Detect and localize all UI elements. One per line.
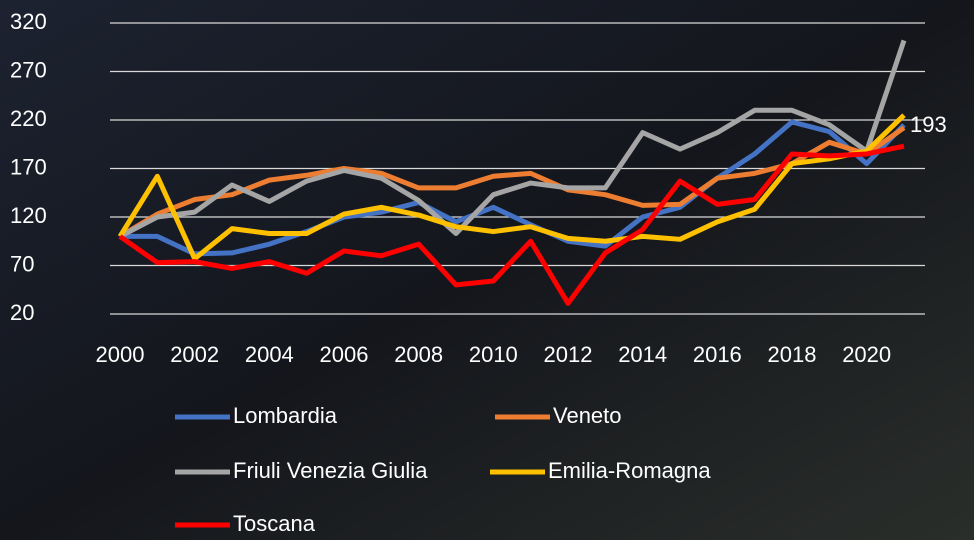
x-tick-label: 2016 xyxy=(693,342,742,367)
x-tick-label: 2008 xyxy=(394,342,443,367)
x-tick-label: 2000 xyxy=(96,342,145,367)
y-tick-label: 70 xyxy=(10,251,34,276)
series-line xyxy=(117,113,906,262)
legend-label: Toscana xyxy=(233,511,316,536)
series-line xyxy=(120,119,906,257)
x-tick-label: 2010 xyxy=(469,342,518,367)
series-line xyxy=(118,125,906,239)
series-line xyxy=(118,143,905,306)
legend-label: Friuli Venezia Giulia xyxy=(233,458,428,483)
y-tick-label: 170 xyxy=(10,154,47,179)
x-tick-label: 2006 xyxy=(320,342,369,367)
y-tick-label: 20 xyxy=(10,300,34,325)
x-tick-label: 2020 xyxy=(842,342,891,367)
legend-label: Emilia-Romagna xyxy=(548,458,711,483)
y-tick-label: 270 xyxy=(10,57,47,82)
x-tick-label: 2012 xyxy=(544,342,593,367)
annotation: 193 xyxy=(910,112,947,137)
x-tick-label: 2004 xyxy=(245,342,294,367)
series-line xyxy=(118,39,907,239)
legend-label: Veneto xyxy=(553,403,622,428)
x-tick-label: 2002 xyxy=(170,342,219,367)
legend-label: Lombardia xyxy=(233,403,338,428)
y-tick-label: 120 xyxy=(10,203,47,228)
x-tick-label: 2014 xyxy=(618,342,667,367)
y-tick-label: 220 xyxy=(10,106,47,131)
x-tick-label: 2018 xyxy=(768,342,817,367)
y-tick-label: 320 xyxy=(10,9,47,34)
